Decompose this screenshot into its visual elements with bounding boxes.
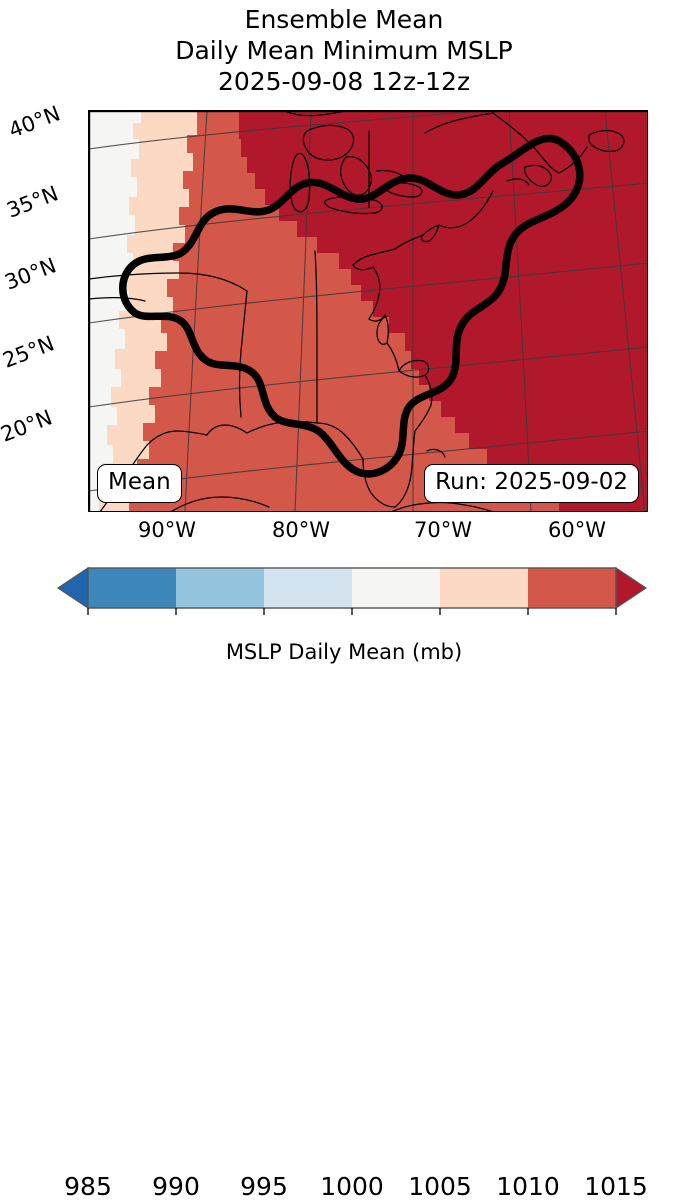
lake-ontario-outline: [384, 182, 423, 198]
coast-cape-cod: [420, 224, 440, 243]
lon-tick-label-90W: 90°W: [138, 518, 196, 542]
coast-virginia: [386, 342, 400, 372]
coast-florida-panhandle: [316, 422, 364, 460]
run-annotation-box: Run: 2025-09-02: [424, 464, 639, 503]
border-quebec: [424, 112, 494, 134]
colorbar-tick-1010: 1010: [496, 1172, 560, 1201]
coast-delmarva: [384, 314, 389, 344]
colorbar-band-1010-1015: [528, 568, 616, 608]
coast-georgia: [414, 404, 432, 432]
coast-chesapeake: [376, 316, 388, 345]
gridline-lon-75: [604, 111, 646, 511]
colorbar-under-arrow: [56, 566, 89, 610]
coast-long-island-south: [352, 264, 374, 271]
border-mississippi-river: [314, 250, 318, 424]
colorbar-band-995-1000: [264, 568, 352, 608]
border-newmexico: [89, 297, 146, 302]
border-texas-east: [238, 290, 248, 418]
bold-contour-1013: [119, 134, 584, 478]
gridline-lat-40: [89, 111, 488, 150]
island-newfoundland: [588, 129, 625, 153]
coast-delaware-bay: [368, 314, 386, 322]
mean-annotation-box: Mean: [97, 464, 182, 503]
colorbar-ticks: [87, 608, 617, 615]
colorbar-tick-1005: 1005: [408, 1172, 472, 1201]
colorbar-tick-995: 995: [240, 1172, 288, 1201]
coast-mississippi-delta: [206, 424, 248, 436]
run-annotation-label: Run: 2025-09-02: [435, 469, 628, 495]
coast-outer-banks: [398, 359, 430, 378]
coast-florida-east: [394, 430, 416, 508]
coast-rhode-island: [394, 234, 424, 250]
map-frame: [89, 111, 647, 511]
coast-long-island: [352, 248, 396, 266]
coast-maine: [438, 190, 494, 229]
map-plot-area: Mean Run: 2025-09-02: [88, 110, 648, 512]
coast-yucatan: [171, 496, 270, 511]
gridline-lon-95: [184, 111, 208, 511]
border-texas-north: [89, 272, 248, 292]
title-line-2: Daily Mean Minimum MSLP: [175, 36, 513, 65]
lat-tick-label-30N: 30°N: [1, 253, 60, 295]
colorbar-tick-1000: 1000: [320, 1172, 384, 1201]
colorbar-canvas: [56, 566, 648, 615]
coast-new-jersey: [368, 266, 381, 320]
coast-gulf-stlawrence: [492, 112, 560, 174]
colorbar-tick-985: 985: [64, 1172, 112, 1201]
colorbar-band-985-990: [88, 568, 176, 608]
colorbar-tick-990: 990: [152, 1172, 200, 1201]
map-canvas: [89, 111, 647, 511]
lon-tick-label-80W: 80°W: [272, 518, 330, 542]
mslp-figure: Ensemble Mean Daily Mean Minimum MSLP 20…: [0, 4, 688, 1201]
lat-tick-label-20N: 20°N: [0, 405, 56, 447]
lon-tick-label-60W: 60°W: [548, 518, 606, 542]
colorbar-band-1005-1010: [440, 568, 528, 608]
colorbar-axis-label: MSLP Daily Mean (mb): [225, 640, 463, 664]
island-nova-scotia: [523, 164, 552, 187]
fill-band-1000-1005: [89, 111, 141, 511]
lat-tick-label-35N: 35°N: [3, 181, 62, 223]
title-line-1: Ensemble Mean: [244, 5, 444, 34]
lake-superior-outline: [302, 124, 355, 161]
coast-texas: [146, 430, 208, 446]
colorbar-band-1000-1005: [352, 568, 440, 608]
colorbar-band-990-995: [176, 568, 264, 608]
colorbar-tick-1015: 1015: [584, 1172, 648, 1201]
coast-florida-west: [362, 458, 396, 508]
title-line-3: 2025-09-08 12z-12z: [217, 67, 471, 96]
coast-bay-of-fundy: [506, 178, 530, 186]
mean-annotation-label: Mean: [108, 469, 171, 495]
gridline-lat-35: [89, 182, 647, 240]
lat-tick-label-25N: 25°N: [0, 331, 58, 373]
island-bahamas-1: [426, 448, 446, 458]
gridline-lat-25: [89, 346, 647, 408]
lat-tick-label-40N: 40°N: [5, 101, 64, 143]
lon-tick-label-70W: 70°W: [414, 518, 472, 542]
figure-title: Ensemble Mean Daily Mean Minimum MSLP 20…: [0, 4, 688, 97]
colorbar-over-arrow: [615, 566, 648, 610]
